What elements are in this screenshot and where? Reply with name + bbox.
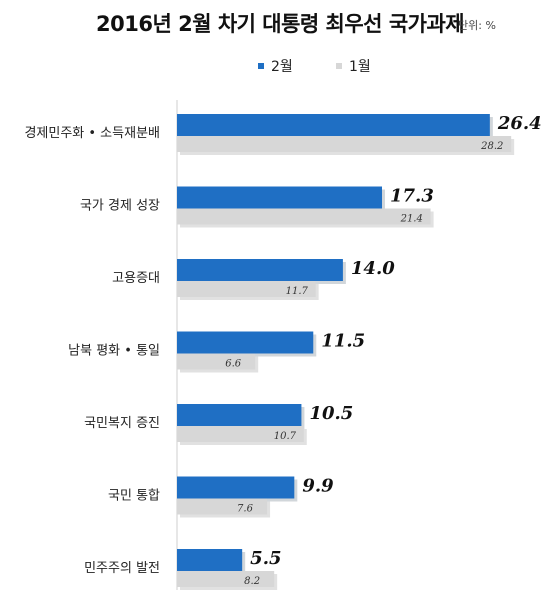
legend-swatch-feb <box>258 63 264 69</box>
category-label: 국가 경제 성장 <box>80 199 160 214</box>
bar-feb <box>177 476 295 499</box>
bar-jan <box>177 498 268 515</box>
category-label: 남북 평화 • 통일 <box>68 344 160 359</box>
value-label-jan: 7.6 <box>237 504 254 515</box>
value-label-feb: 5.5 <box>250 548 281 569</box>
chart-title: 2016년 2월 차기 대통령 최우선 국가과제 <box>96 12 465 36</box>
value-label-feb: 26.4 <box>497 113 542 134</box>
value-label-jan: 28.2 <box>480 141 503 152</box>
value-label-jan: 21.4 <box>400 214 423 225</box>
bar-feb <box>177 549 243 571</box>
category-label: 민주주의 발전 <box>84 561 160 576</box>
legend-item-feb: 2월 <box>258 56 293 76</box>
bar-feb <box>177 259 343 281</box>
unit-note: 단위: % <box>458 19 496 32</box>
category-label: 국민복지 증진 <box>84 416 160 431</box>
bar-jan <box>177 353 256 370</box>
legend-item-jan: 1월 <box>336 56 371 76</box>
value-label-feb: 11.5 <box>321 331 365 352</box>
bar-jan <box>177 281 316 297</box>
value-label-feb: 10.5 <box>309 403 353 424</box>
bar-jan <box>177 136 512 152</box>
bar-feb <box>177 114 490 136</box>
bar-feb <box>177 331 314 354</box>
category-label: 경제민주화 • 소득재분배 <box>24 126 160 141</box>
value-label-feb: 17.3 <box>390 186 434 207</box>
bar-feb <box>177 404 302 426</box>
bar-jan <box>177 571 275 587</box>
value-label-feb: 14.0 <box>351 258 395 279</box>
bar-jan <box>177 208 431 225</box>
chart-header: 2016년 2월 차기 대통령 최우선 국가과제 단위: % <box>0 4 550 40</box>
category-label: 고용증대 <box>112 271 160 286</box>
value-label-feb: 9.9 <box>302 476 334 497</box>
value-label-jan: 10.7 <box>274 431 297 442</box>
legend-swatch-jan <box>336 63 342 69</box>
bar-jan <box>177 426 304 442</box>
legend-label-jan: 1월 <box>349 59 371 75</box>
value-label-jan: 11.7 <box>286 286 309 297</box>
value-label-jan: 8.2 <box>244 576 260 587</box>
value-label-jan: 6.6 <box>225 359 242 370</box>
bar-feb <box>177 186 383 209</box>
category-label: 국민 통합 <box>108 489 160 504</box>
legend-label-feb: 2월 <box>271 59 293 75</box>
